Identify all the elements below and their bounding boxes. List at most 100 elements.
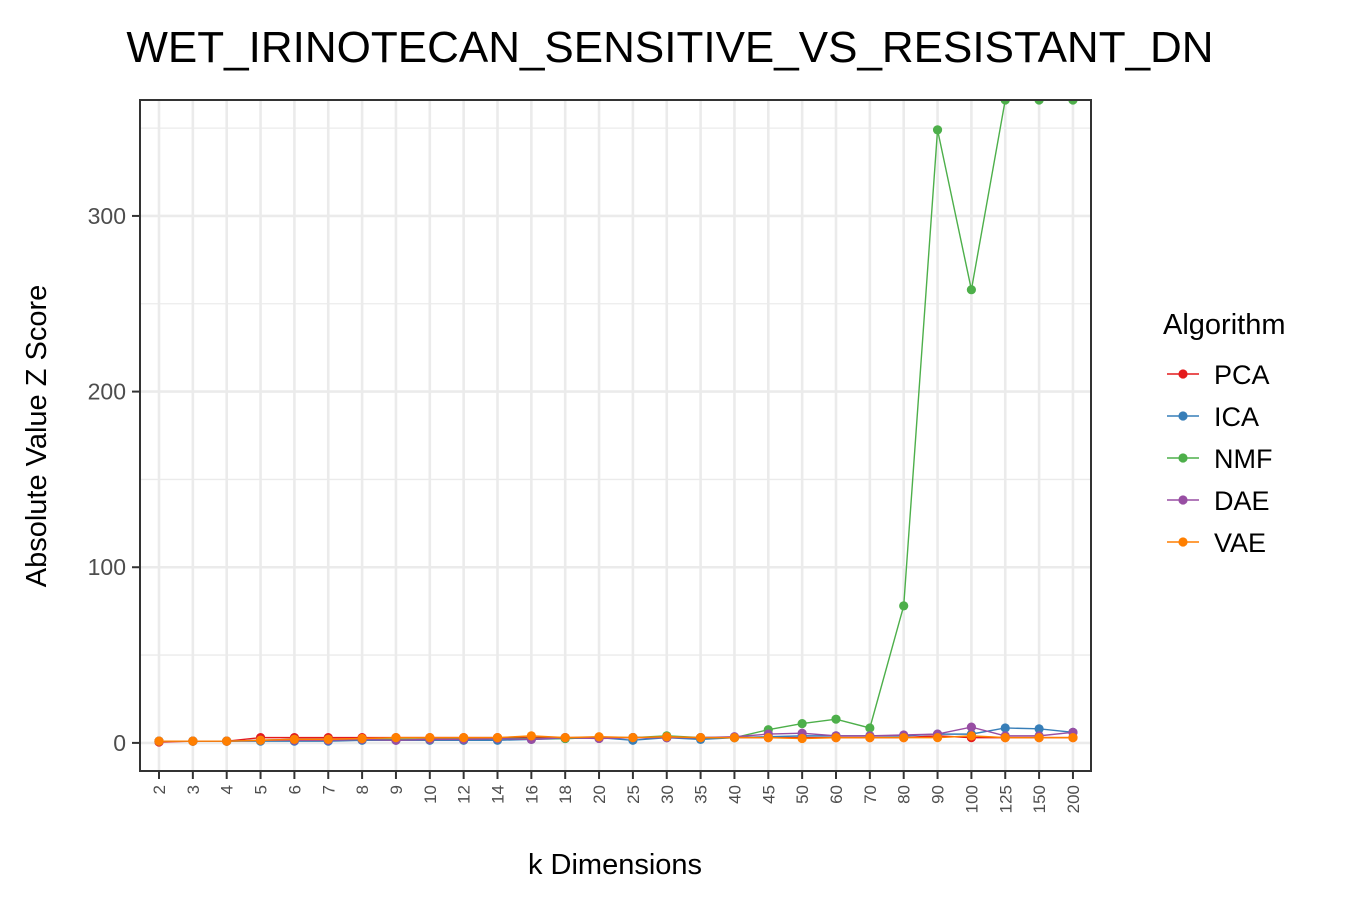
data-point-vae [899,733,909,743]
x-tick-label: 60 [827,785,846,804]
y-tick-label: 300 [88,203,126,229]
data-point-ica [1000,723,1010,733]
x-tick-label: 100 [962,785,981,813]
y-tick-label: 0 [113,730,126,756]
data-point-vae [662,732,672,742]
x-tick-label: 90 [929,785,948,804]
legend-label: DAE [1214,486,1270,516]
data-point-vae [797,733,807,744]
series-layer [154,100,1078,747]
x-tick-label: 12 [455,785,474,804]
x-tick-label: 6 [285,785,304,794]
legend-title: Algorithm [1163,309,1286,341]
legend-label: NMF [1214,444,1272,474]
x-tick-label: 30 [658,785,677,804]
data-point-vae [696,733,706,743]
data-point-vae [526,731,536,741]
y-axis: 0 100 200 300 [88,203,140,756]
data-point-vae [966,731,977,741]
data-point-nmf [865,723,875,733]
legend-key-point [1178,495,1188,505]
x-tick-label: 18 [556,785,575,804]
major-gridlines [140,100,1091,771]
x-tick-label: 50 [793,785,812,804]
x-tick-label: 25 [624,785,643,804]
x-tick-label: 70 [861,785,880,804]
data-point-vae [628,733,638,743]
data-point-vae [1034,733,1044,743]
data-point-vae [763,733,773,743]
data-point-vae [391,733,401,743]
data-point-vae [255,735,266,745]
series-line-nmf [159,100,1073,742]
data-point-vae [357,733,367,744]
legend-label: PCA [1214,360,1270,390]
x-tick-label: 150 [1030,785,1049,813]
y-axis-title: Absolute Value Z Score [21,285,53,588]
plot-panel-border [139,99,1092,772]
legend-key-point [1178,453,1188,463]
series-line-dae [159,726,1074,742]
x-tick-label: 80 [895,785,914,804]
legend-key-point [1178,411,1188,421]
data-point-nmf [1000,100,1010,105]
data-point-nmf [797,718,807,729]
data-point-vae [188,736,198,746]
x-axis: 2 3 4 5 6 7 8 9 10 12 14 16 18 20 25 30 35 40 45 50 60 70 80 90… [150,771,1083,813]
minor-gridlines [140,127,1091,656]
data-point-nmf [899,601,909,611]
x-axis-title: k Dimensions [528,849,702,881]
data-point-vae [222,736,232,746]
data-point-vae [492,733,503,743]
data-point-vae [865,733,875,743]
x-tick-label: 7 [319,785,338,794]
y-tick-label: 100 [88,554,126,580]
data-point-nmf [932,125,943,135]
legend-label: VAE [1214,528,1266,558]
data-point-vae [289,734,299,744]
chart-title: WET_IRINOTECAN_SENSITIVE_VS_RESISTANT_DN [126,23,1213,72]
x-tick-label: 9 [387,785,406,794]
data-point-vae [1068,733,1078,743]
data-point-vae [1000,733,1010,743]
data-point-vae [729,733,740,743]
legend-key-point [1178,369,1188,379]
x-tick-label: 200 [1064,785,1083,813]
x-tick-label: 5 [252,785,271,794]
x-tick-label: 40 [725,785,744,804]
x-tick-label: 35 [692,785,711,804]
x-tick-label: 4 [218,785,237,794]
data-point-nmf [966,285,977,295]
data-point-ica [1034,724,1044,734]
data-point-vae [560,733,570,743]
x-tick-label: 10 [421,785,440,804]
data-point-dae [966,722,977,732]
data-point-vae [594,732,604,742]
legend: Algorithm PCA ICA NMF DAE VAE [1163,309,1286,558]
data-point-nmf [1068,100,1078,105]
legend-item-ica: ICA [1167,402,1259,432]
series-nmf [154,100,1078,746]
x-tick-label: 2 [150,785,169,794]
series-vae [154,731,1078,746]
data-point-vae [459,733,469,743]
x-tick-label: 14 [489,785,508,804]
x-tick-label: 125 [996,785,1015,813]
data-point-nmf [1034,100,1044,105]
data-point-vae [932,733,943,743]
data-point-vae [425,733,435,743]
x-tick-label: 45 [759,785,778,804]
x-tick-label: 3 [184,785,203,794]
legend-key-point [1178,537,1188,547]
legend-label: ICA [1214,402,1259,432]
x-tick-label: 20 [590,785,609,804]
legend-item-pca: PCA [1167,360,1270,390]
data-point-nmf [831,714,841,724]
data-point-vae [154,736,164,746]
legend-item-vae: VAE [1167,528,1266,558]
x-tick-label: 8 [353,785,372,794]
data-point-vae [323,734,333,744]
data-point-vae [831,733,841,743]
legend-item-nmf: NMF [1167,444,1272,474]
